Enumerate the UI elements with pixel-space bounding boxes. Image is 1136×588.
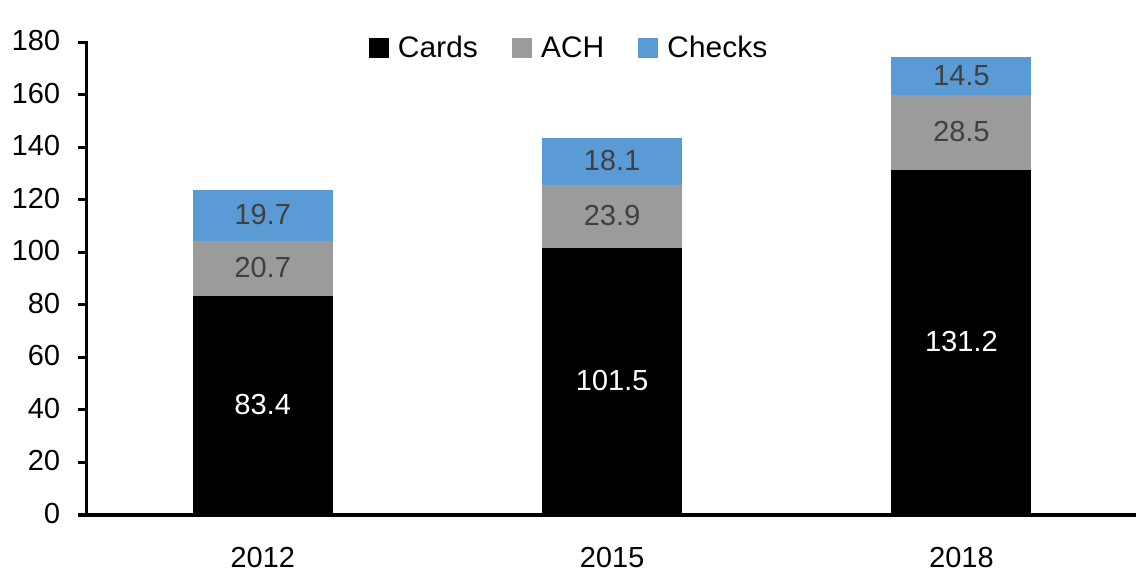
y-axis-tick xyxy=(78,460,88,464)
y-tick-label: 40 xyxy=(27,392,60,425)
legend-item-checks: Checks xyxy=(638,33,767,63)
bar-segment-ach: 23.9 xyxy=(542,185,682,249)
y-tick-label: 120 xyxy=(11,182,60,215)
y-axis-tick xyxy=(78,355,88,359)
y-axis-line xyxy=(85,42,88,517)
y-tick-label: 160 xyxy=(11,77,60,110)
x-tick-label: 2012 xyxy=(230,542,295,574)
segment-value-label: 20.7 xyxy=(234,252,291,285)
segment-value-label: 83.4 xyxy=(234,388,291,421)
legend-label: ACH xyxy=(540,31,605,64)
bar-segment-checks: 14.5 xyxy=(891,57,1032,96)
bar-segment-ach: 28.5 xyxy=(891,95,1032,171)
bar-segment-cards: 83.4 xyxy=(192,295,333,515)
y-axis-tick xyxy=(78,93,88,97)
y-tick-label: 80 xyxy=(27,287,60,320)
y-axis-tick xyxy=(78,303,88,307)
x-tick-label: 2015 xyxy=(579,542,645,574)
legend-swatch-icon xyxy=(511,38,532,58)
bar-segment-cards: 131.2 xyxy=(891,170,1032,515)
x-axis-line xyxy=(78,513,1136,517)
bar-segment-ach: 20.7 xyxy=(192,241,333,296)
y-axis-tick xyxy=(78,40,88,44)
legend-swatch-icon xyxy=(368,38,389,58)
legend-swatch-icon xyxy=(638,38,659,58)
bar-segment-checks: 18.1 xyxy=(542,137,682,186)
segment-value-label: 23.9 xyxy=(583,200,641,233)
y-axis-tick xyxy=(78,408,88,412)
y-tick-label: 20 xyxy=(27,445,60,478)
y-axis-tick xyxy=(78,513,88,517)
legend-label: Cards xyxy=(397,31,478,64)
segment-value-label: 18.1 xyxy=(583,145,641,178)
legend-item-ach: ACH xyxy=(511,31,605,64)
x-tick-label: 2018 xyxy=(929,542,994,574)
bar-segment-cards: 101.5 xyxy=(542,248,682,515)
segment-value-label: 19.7 xyxy=(234,199,291,232)
y-tick-label: 60 xyxy=(27,340,60,373)
y-axis-tick xyxy=(78,198,88,202)
y-tick-label: 180 xyxy=(11,25,60,57)
y-axis-tick xyxy=(78,145,88,149)
legend-item-cards: Cards xyxy=(368,31,478,64)
bar-segment-checks: 19.7 xyxy=(192,189,333,242)
y-tick-label: 140 xyxy=(11,130,60,163)
chart-legend: Cards ACH Checks xyxy=(0,33,1136,63)
y-tick-label: 0 xyxy=(43,498,60,530)
segment-value-label: 14.5 xyxy=(933,59,990,92)
segment-value-label: 28.5 xyxy=(933,116,990,149)
segment-value-label: 131.2 xyxy=(925,326,998,359)
y-tick-label: 100 xyxy=(11,235,60,268)
segment-value-label: 101.5 xyxy=(575,365,649,398)
legend-label: Checks xyxy=(667,31,768,64)
y-axis-tick xyxy=(78,250,88,254)
